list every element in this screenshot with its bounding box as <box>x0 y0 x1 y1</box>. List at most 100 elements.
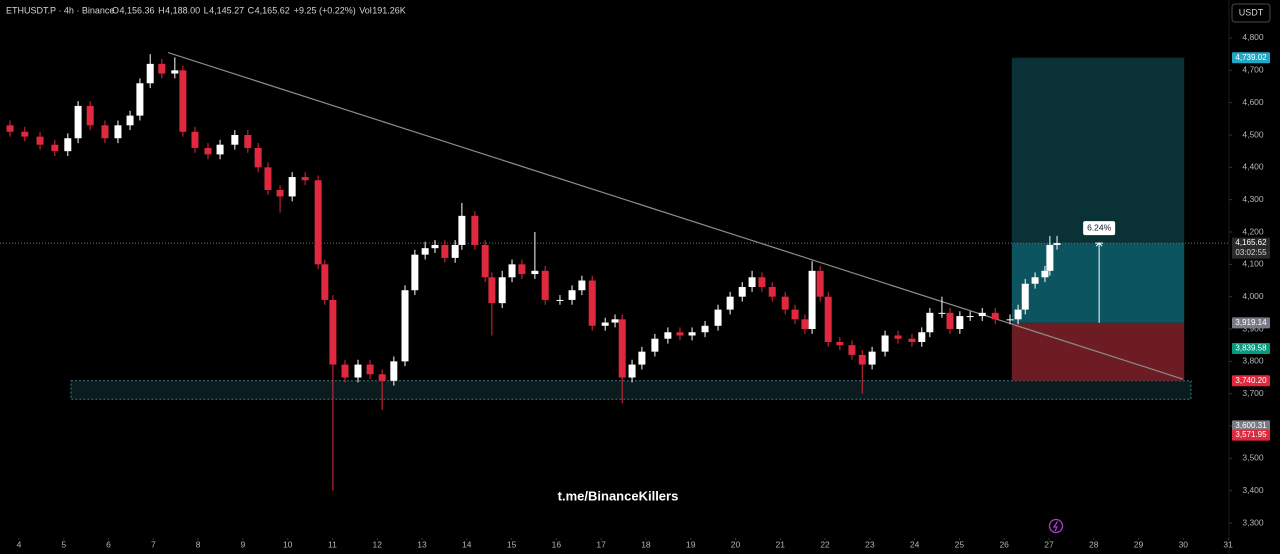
candle-body <box>791 309 799 320</box>
x-tick-label: 24 <box>910 539 920 549</box>
candle-body <box>908 338 916 342</box>
candle-body <box>781 296 789 310</box>
currency[interactable]: USDT <box>1239 7 1264 17</box>
candle-body <box>701 325 709 333</box>
candle <box>908 333 916 347</box>
candle <box>531 232 539 279</box>
candle-body <box>458 215 466 245</box>
candle <box>946 308 954 334</box>
y-tick-label: 4,300 <box>1242 194 1264 204</box>
candle-body <box>748 277 756 287</box>
candle <box>431 240 439 254</box>
candle <box>781 291 789 315</box>
x-tick-label: 28 <box>1089 539 1099 549</box>
candle <box>136 78 144 121</box>
ohlc-value: 4,156.36 <box>120 5 155 15</box>
candle-body <box>329 299 337 365</box>
x-tick-label: 9 <box>241 539 246 549</box>
marker-label-box <box>1232 420 1270 432</box>
y-tick-label: 4,000 <box>1242 291 1264 301</box>
candle <box>321 259 329 305</box>
candle-body <box>568 290 576 300</box>
candle-body <box>768 286 776 297</box>
candle-body <box>471 215 479 245</box>
candle-body <box>276 189 284 197</box>
candle <box>411 249 419 296</box>
candle <box>966 311 974 321</box>
x-tick-label: 17 <box>596 539 606 549</box>
candle-body <box>816 270 824 297</box>
candle <box>101 120 109 144</box>
candle-body <box>881 335 889 352</box>
ohlc-value: +9.25 (+0.22%) <box>294 5 356 15</box>
candle <box>578 275 586 296</box>
candle <box>1031 272 1039 289</box>
candle <box>926 308 934 338</box>
candle-body <box>354 364 362 378</box>
ohlc-key: Vol <box>359 5 372 15</box>
ohlc-key: H <box>158 5 165 15</box>
candle <box>688 327 696 341</box>
candle-body <box>758 277 766 287</box>
x-tick-label: 22 <box>820 539 830 549</box>
candle <box>768 282 776 302</box>
candle <box>628 359 636 383</box>
candle <box>726 291 734 315</box>
candle-body <box>264 167 272 190</box>
candle <box>498 270 506 309</box>
replay-icon[interactable] <box>1048 518 1064 534</box>
ohlc-value: 191.26K <box>372 5 406 15</box>
y-tick-label: 3,500 <box>1242 453 1264 463</box>
candle-body <box>431 244 439 249</box>
candle <box>1014 304 1022 325</box>
y-tick-label: 4,800 <box>1242 32 1264 42</box>
candle <box>651 333 659 357</box>
x-tick-label: 5 <box>61 539 66 549</box>
candle-body <box>738 286 746 297</box>
candle-body <box>1041 270 1049 278</box>
candle <box>401 285 409 367</box>
currency-button[interactable] <box>1231 3 1271 23</box>
candle <box>568 285 576 305</box>
candle <box>488 272 496 336</box>
candle <box>51 139 59 157</box>
ohlc-value: 4,165.62 <box>255 5 290 15</box>
candle-body <box>488 277 496 304</box>
icon-circle[interactable] <box>1048 518 1064 534</box>
y-tick-label: 4,200 <box>1242 226 1264 236</box>
ohlc-value: 4,188.00 <box>165 5 200 15</box>
y-tick-label: 3,700 <box>1242 388 1264 398</box>
candle <box>1021 278 1029 315</box>
marker-label-box <box>1232 429 1270 441</box>
candle-body <box>314 180 322 265</box>
candle-body <box>244 135 252 148</box>
candle <box>824 291 832 347</box>
candle <box>171 57 179 79</box>
target-label-box <box>1232 52 1270 64</box>
candle <box>451 240 459 263</box>
candle-body <box>588 280 596 326</box>
candle <box>204 143 212 160</box>
watermark: t.me/BinanceKillers <box>558 488 679 503</box>
x-tick-label: 8 <box>196 539 201 549</box>
candle <box>714 304 722 331</box>
candle <box>858 350 866 394</box>
candle <box>458 202 466 250</box>
candle <box>508 259 516 283</box>
candle-body <box>254 147 262 168</box>
candle-body <box>618 319 626 378</box>
candle-body <box>938 312 946 314</box>
candle <box>366 359 374 380</box>
stop-label-box <box>1232 375 1270 387</box>
candle-body <box>1021 283 1029 310</box>
candle-body <box>481 244 489 278</box>
trendline <box>167 51 1184 380</box>
candle <box>991 308 999 325</box>
icon-bolt[interactable] <box>1052 521 1059 532</box>
candle-body <box>378 374 386 381</box>
candle-body <box>664 332 672 339</box>
candle <box>378 369 386 410</box>
candle-body <box>956 316 964 330</box>
change-label: 6.24% <box>1087 222 1112 232</box>
